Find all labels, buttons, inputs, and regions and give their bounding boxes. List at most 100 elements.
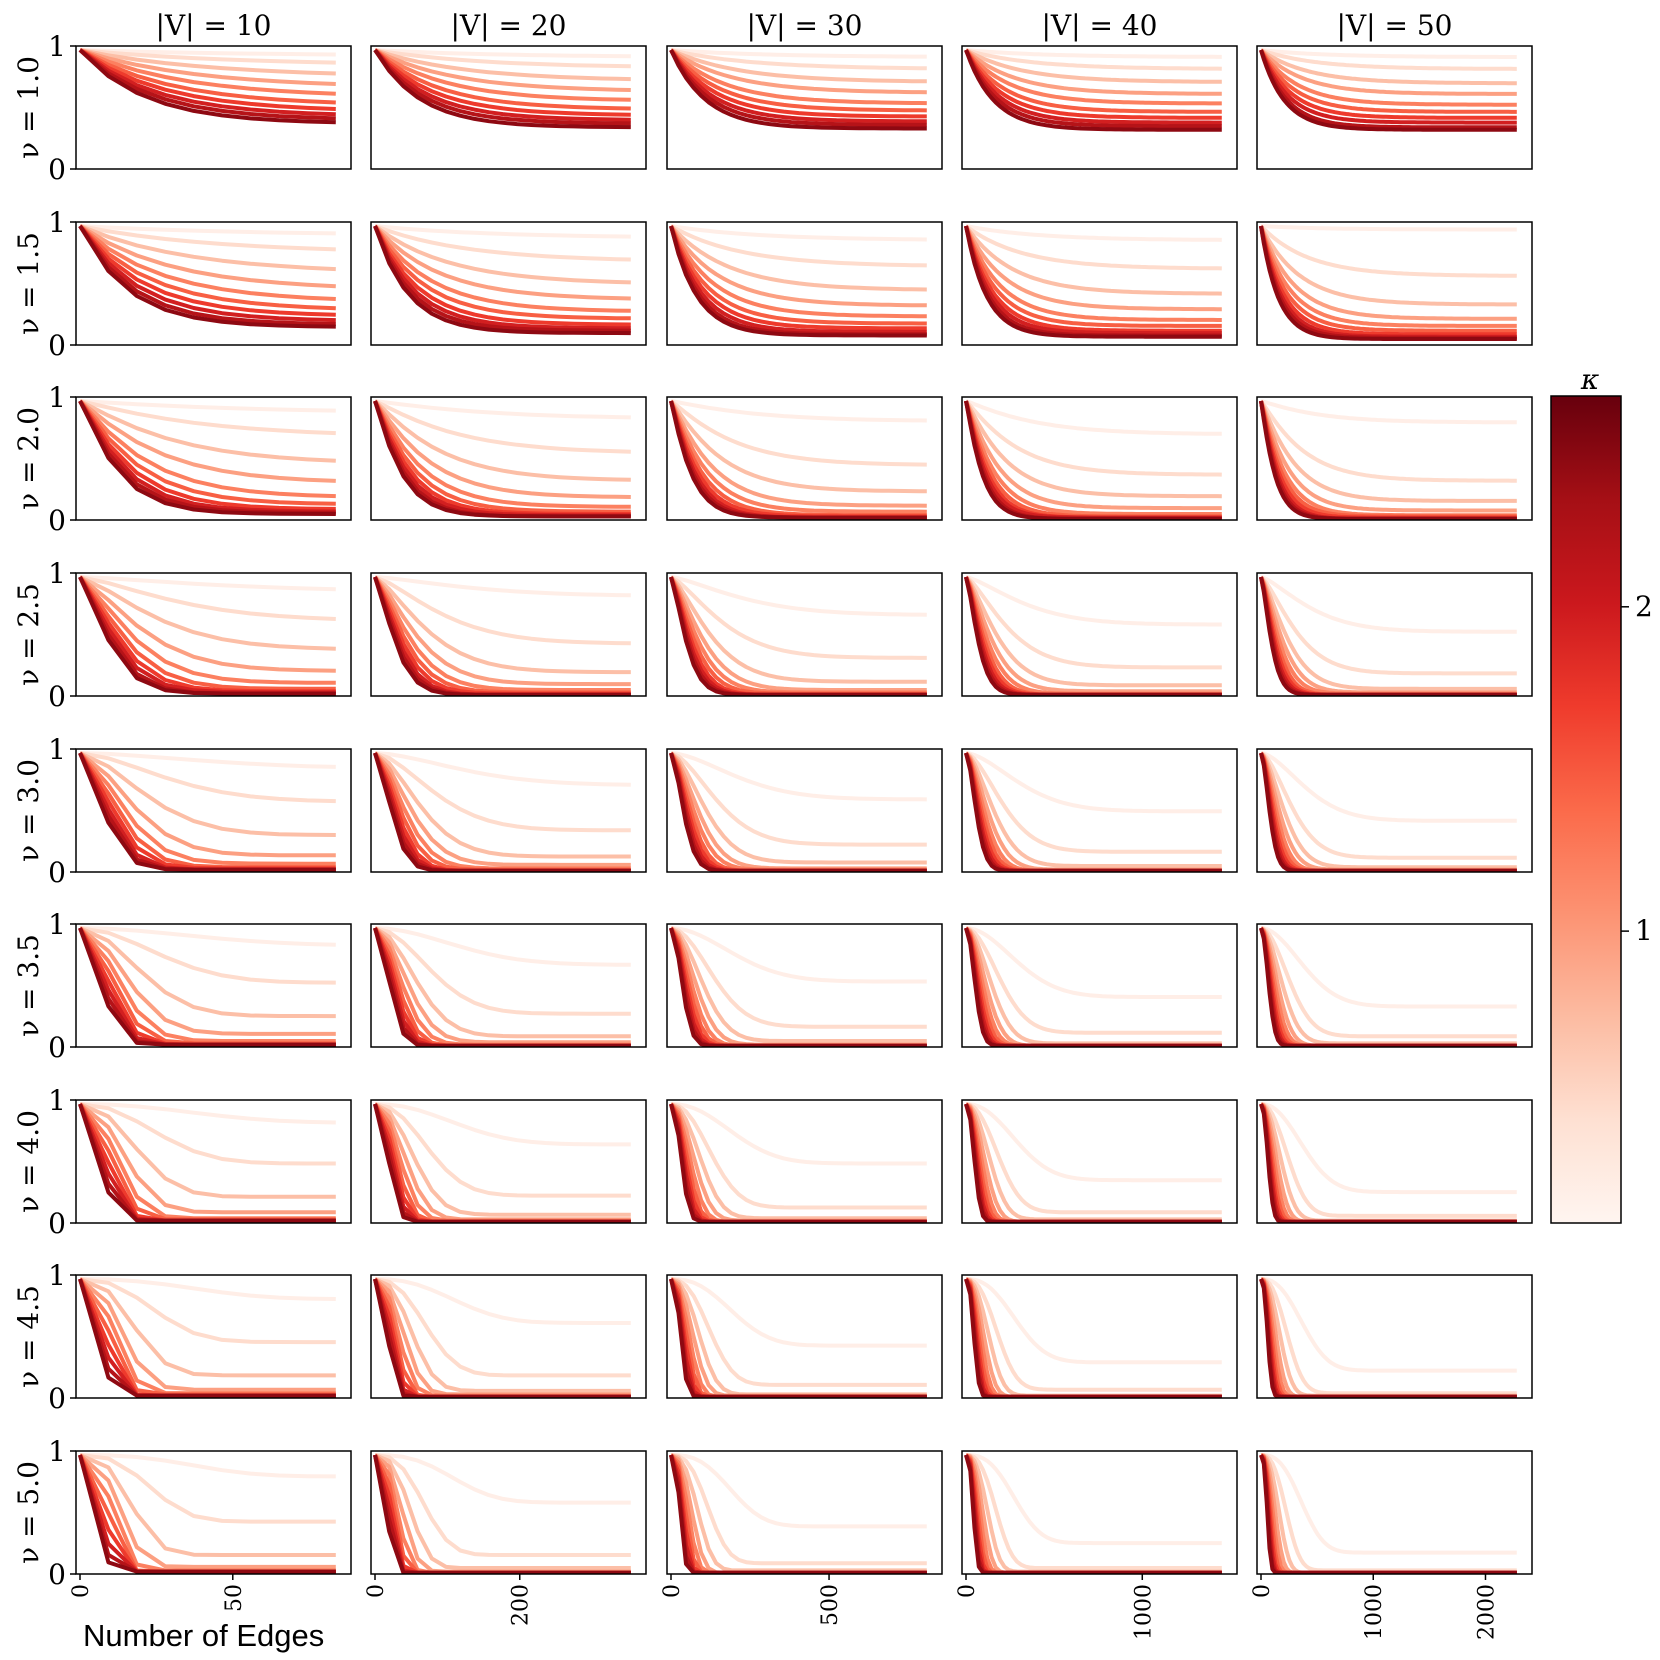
kappa-series-line	[670, 224, 927, 242]
axes-frame	[1256, 1450, 1533, 1575]
kappa-series-line	[79, 926, 336, 947]
axes-frame	[961, 221, 1238, 346]
subplot: 01	[48, 1259, 352, 1415]
subplot: 01	[48, 206, 352, 362]
kappa-series-line	[79, 926, 336, 985]
subplot	[370, 45, 647, 170]
y-tick-label: 0	[48, 1031, 66, 1064]
kappa-series-line	[78, 575, 336, 685]
kappa-series-line	[965, 1453, 1222, 1546]
kappa-series-line	[965, 1102, 1222, 1215]
axes-frame	[666, 748, 943, 873]
kappa-series-line	[1259, 400, 1517, 520]
axes-frame	[1256, 396, 1533, 521]
subplot: 01	[48, 30, 352, 186]
kappa-series-line	[1260, 926, 1517, 1039]
kappa-series-line	[1259, 751, 1517, 872]
kappa-series-line	[1259, 1103, 1517, 1223]
kappa-series-line	[965, 1277, 1222, 1392]
x-tick-label: 2000	[1474, 1584, 1499, 1640]
axes-frame	[75, 923, 352, 1048]
kappa-series-line	[1259, 225, 1517, 307]
kappa-series-line	[1259, 225, 1517, 341]
kappa-series-line	[965, 926, 1222, 1035]
kappa-series-line	[79, 1277, 336, 1345]
kappa-series-line	[79, 575, 336, 621]
kappa-series-line	[964, 1277, 1222, 1398]
kappa-series-line	[79, 399, 336, 463]
y-tick-label: 1	[48, 381, 66, 414]
kappa-series-line	[373, 224, 631, 321]
kappa-series-line	[1259, 49, 1517, 132]
kappa-series-line	[373, 48, 631, 122]
kappa-series-line	[1259, 1102, 1517, 1223]
kappa-series-line	[374, 575, 631, 646]
kappa-series-line	[965, 1102, 1222, 1222]
kappa-series-line	[1259, 575, 1517, 676]
kappa-series-line	[964, 575, 1222, 670]
kappa-series-line	[669, 926, 927, 1043]
kappa-series-line	[374, 1277, 631, 1378]
kappa-series-line	[669, 400, 927, 514]
column-title: |V| = 20	[451, 9, 567, 42]
kappa-series-line	[79, 1453, 336, 1557]
kappa-series-line	[373, 48, 631, 126]
kappa-series-line	[373, 400, 631, 519]
kappa-series-line	[374, 399, 631, 454]
x-tick-label: 500	[818, 1584, 843, 1626]
axes-frame	[961, 1450, 1238, 1575]
axes-frame	[370, 45, 647, 170]
kappa-series-line	[669, 225, 927, 331]
kappa-series-line	[374, 48, 631, 59]
x-tick-label: 0	[955, 1584, 980, 1598]
kappa-series-line	[670, 926, 927, 1029]
axes-frame	[75, 1099, 352, 1224]
axes-frame	[75, 748, 352, 873]
kappa-series-line	[1259, 1277, 1517, 1398]
kappa-series-line	[669, 225, 927, 319]
y-tick-label: 1	[48, 1259, 66, 1292]
kappa-series-line	[373, 1278, 631, 1398]
kappa-series-line	[964, 1454, 1222, 1574]
kappa-series-line	[373, 225, 631, 331]
subplot	[1256, 923, 1533, 1048]
kappa-series-line	[964, 1277, 1222, 1398]
subplot	[961, 1274, 1238, 1399]
y-tick-label: 0	[48, 1558, 66, 1591]
axes-frame	[961, 572, 1238, 697]
axes-frame	[75, 1274, 352, 1399]
kappa-series-line	[669, 48, 927, 119]
axes-frame	[75, 221, 352, 346]
subplot	[961, 923, 1238, 1048]
kappa-series-line	[669, 48, 927, 124]
kappa-series-line	[79, 1102, 336, 1199]
kappa-series-line	[373, 575, 631, 675]
subplot	[666, 221, 943, 346]
subplot: 0 1000 2000	[1250, 1450, 1533, 1640]
axes-frame	[1256, 923, 1533, 1048]
kappa-series-line	[669, 48, 927, 113]
axes-frame	[961, 923, 1238, 1048]
kappa-series-line	[965, 575, 1222, 627]
axes-frame	[370, 923, 647, 1048]
kappa-series-line	[78, 399, 336, 483]
kappa-series-line	[1259, 1278, 1517, 1398]
x-tick-label: 1000	[1362, 1584, 1387, 1640]
axes-frame	[961, 396, 1238, 521]
y-tick-label: 0	[48, 1382, 66, 1415]
kappa-series-line	[964, 575, 1222, 688]
kappa-series-line	[669, 927, 927, 1047]
kappa-series-line	[669, 224, 927, 308]
kappa-series-line	[669, 225, 927, 326]
kappa-series-line	[374, 48, 631, 82]
kappa-series-line	[964, 224, 1222, 296]
kappa-series-line	[79, 751, 336, 769]
kappa-series-line	[1260, 48, 1517, 71]
kappa-series-line	[1259, 399, 1517, 483]
kappa-series-line	[373, 224, 631, 313]
kappa-series-line	[670, 1453, 927, 1573]
kappa-series-line	[1260, 575, 1517, 634]
kappa-series-line	[1259, 751, 1517, 870]
kappa-series-line	[670, 926, 927, 984]
kappa-series-line	[373, 400, 631, 514]
